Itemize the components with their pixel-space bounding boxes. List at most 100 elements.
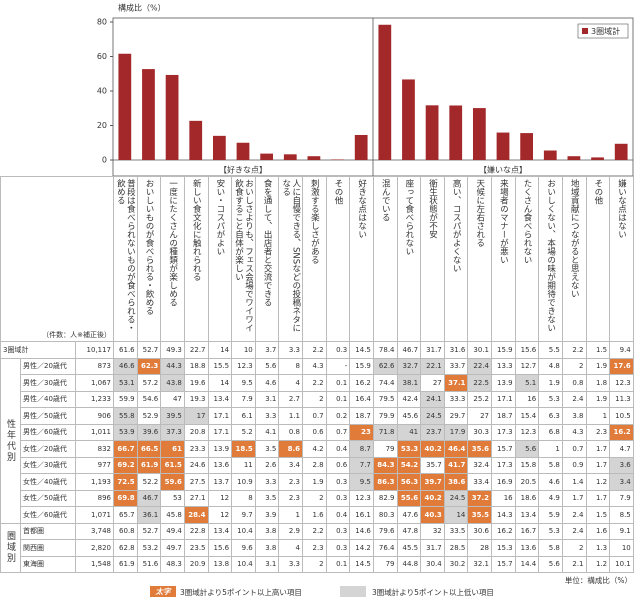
cell-value: 20.5 bbox=[514, 473, 540, 491]
group-label: 圏域別 bbox=[5, 531, 15, 565]
bar bbox=[212, 135, 226, 160]
total-value: 2.2 bbox=[561, 341, 587, 359]
cell-value: 8 bbox=[278, 357, 304, 375]
cell-value: 32.4 bbox=[467, 456, 493, 474]
category-cell: 安い・コスパがよい bbox=[207, 176, 233, 342]
cell-value: 44.3 bbox=[160, 357, 185, 375]
category-label: 新しい食文化に触れられる bbox=[191, 179, 202, 281]
category-label: おいしさよりも、フェス会場でワイワイ飲食すること自体が楽しい bbox=[233, 179, 254, 332]
group-label: 性年代別 bbox=[5, 418, 15, 463]
bar bbox=[402, 79, 415, 160]
row-label: 男性／60歳代 bbox=[20, 423, 76, 441]
cell-value: 12.3 bbox=[349, 489, 374, 507]
cell-value: 3.8 bbox=[254, 522, 280, 540]
row-count: 906 bbox=[74, 407, 115, 425]
category-cell: その他 bbox=[325, 176, 351, 342]
cell-value: 4.7 bbox=[609, 440, 634, 458]
category-cell: 普段は食べられないものが食べられる・飲める bbox=[113, 176, 138, 342]
data-row: 女性／40歳代 1,193 72.5 52.2 59.6 27.5 13.7 10.9 3.3 2… bbox=[1, 473, 634, 491]
data-row: 女性／20歳代 832 66.7 66.5 61 23.3 13.9 18.5 3.5 8.6 4.… bbox=[1, 440, 634, 458]
cell-value: 1.1 bbox=[278, 407, 304, 425]
total-value: 14.5 bbox=[349, 341, 374, 359]
category-cell: 天候に左右される bbox=[467, 176, 493, 342]
cell-value: 49.4 bbox=[160, 522, 185, 540]
cell-value: 1.2 bbox=[585, 473, 611, 491]
cell-value: 33.5 bbox=[443, 522, 469, 540]
cell-value: 30.6 bbox=[467, 522, 493, 540]
category-label: 一度にたくさんの種類が楽しめる bbox=[167, 179, 178, 307]
cell-value: 5.1 bbox=[514, 374, 540, 392]
cell-value: 0.7 bbox=[561, 440, 587, 458]
cell-value: 1.6 bbox=[302, 506, 327, 524]
cell-value: 16.1 bbox=[349, 506, 374, 524]
cell-value: 1.9 bbox=[538, 374, 563, 392]
cell-value: 60.8 bbox=[113, 522, 138, 540]
cell-value: 14.6 bbox=[349, 522, 374, 540]
cell-value: 13.8 bbox=[207, 555, 233, 573]
cell-value: 55.6 bbox=[396, 489, 422, 507]
total-value: 3.7 bbox=[254, 341, 280, 359]
cell-value: 10.4 bbox=[231, 555, 256, 573]
category-label: 衛生状態が不安 bbox=[427, 179, 438, 239]
cell-value: 20.8 bbox=[183, 423, 209, 441]
bar bbox=[165, 74, 179, 160]
cell-value: 79 bbox=[372, 440, 398, 458]
cell-value: 17.3 bbox=[491, 456, 516, 474]
bar bbox=[472, 108, 486, 160]
cell-value: 2.6 bbox=[254, 456, 280, 474]
data-row: 女性／60歳代 1,071 65.7 36.1 45.8 28.4 12 9.7 3.9 1 1.6… bbox=[1, 506, 634, 524]
cell-value: 37.1 bbox=[443, 374, 469, 392]
legend-swatch bbox=[582, 28, 588, 34]
cell-value: 2.4 bbox=[561, 506, 587, 524]
bar bbox=[496, 132, 510, 160]
cell-value: 59.6 bbox=[160, 473, 185, 491]
category-cell: 食を通して、出店者と交流できる bbox=[254, 176, 280, 342]
cell-value: 41.7 bbox=[443, 456, 469, 474]
cell-value: 16 bbox=[491, 489, 516, 507]
cell-value: 1.9 bbox=[585, 390, 611, 408]
cell-value: 33.7 bbox=[443, 357, 469, 375]
bar bbox=[520, 133, 534, 160]
cell-value: 13.4 bbox=[207, 390, 233, 408]
total-value: 10 bbox=[231, 341, 256, 359]
cell-value: 82.9 bbox=[372, 489, 398, 507]
cell-value: 8.6 bbox=[278, 440, 304, 458]
cell-value: 27.5 bbox=[183, 473, 209, 491]
cell-value: 12.3 bbox=[609, 374, 634, 392]
cell-value: 3.3 bbox=[254, 473, 280, 491]
cell-value: 2.3 bbox=[278, 473, 304, 491]
cell-value: 16.9 bbox=[491, 473, 516, 491]
legend-low-swatch bbox=[340, 586, 366, 597]
cell-value: 0.3 bbox=[325, 489, 351, 507]
cell-value: 46.6 bbox=[113, 357, 138, 375]
cell-value: 39.6 bbox=[136, 423, 162, 441]
cell-value: 69.8 bbox=[113, 489, 138, 507]
total-value: 46.7 bbox=[396, 341, 422, 359]
bar bbox=[543, 150, 557, 160]
cell-value: 46.7 bbox=[136, 489, 162, 507]
cell-value: 61 bbox=[160, 440, 185, 458]
cell-value: 28 bbox=[467, 539, 493, 557]
cell-value: 36.1 bbox=[136, 506, 162, 524]
row-label: 女性／50歳代 bbox=[20, 489, 76, 507]
cell-value: 43.8 bbox=[160, 374, 185, 392]
group-cell: 圏域別 bbox=[0, 522, 21, 573]
cell-value: 51.6 bbox=[136, 555, 162, 573]
cell-value: 0.8 bbox=[561, 374, 587, 392]
total-value: 1.5 bbox=[585, 341, 611, 359]
cell-value: 24.6 bbox=[183, 456, 209, 474]
category-cell: おいしいものが食べられる・飲める bbox=[136, 176, 162, 342]
cell-value: 16.7 bbox=[514, 522, 540, 540]
cell-value: 0.7 bbox=[302, 407, 327, 425]
cell-value: 4.3 bbox=[302, 357, 327, 375]
cell-value: 14 bbox=[207, 374, 233, 392]
row-count: 832 bbox=[74, 440, 115, 458]
y-tick-label: 0 bbox=[102, 156, 107, 165]
cell-value: 54.6 bbox=[136, 390, 162, 408]
row-count: 3,748 bbox=[74, 522, 115, 540]
category-cell: 高い、コスパがよくない bbox=[443, 176, 469, 342]
cell-value: 4 bbox=[278, 374, 304, 392]
cell-value: 17.3 bbox=[491, 423, 516, 441]
cell-value: 62.6 bbox=[372, 357, 398, 375]
cell-value: 5.8 bbox=[538, 539, 563, 557]
